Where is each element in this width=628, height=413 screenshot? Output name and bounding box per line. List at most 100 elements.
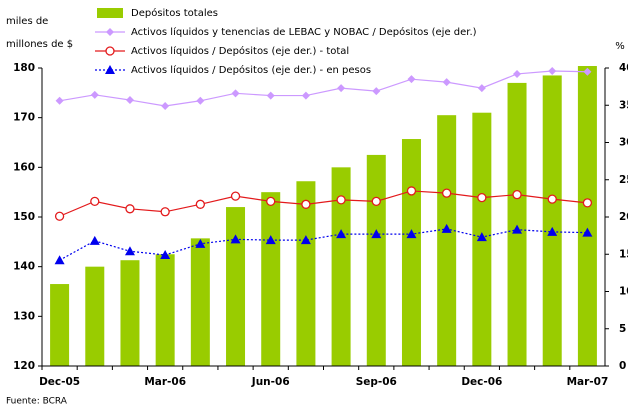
y-tick-label: 150 bbox=[13, 211, 35, 223]
marker bbox=[406, 229, 417, 239]
marker bbox=[547, 226, 558, 236]
marker bbox=[266, 196, 276, 207]
marker bbox=[125, 204, 135, 214]
marker bbox=[336, 195, 346, 205]
bar bbox=[296, 181, 316, 366]
marker bbox=[372, 87, 381, 96]
y2-tick-label: 30 bbox=[619, 137, 628, 149]
legend-marker bbox=[105, 46, 115, 56]
marker bbox=[477, 84, 486, 93]
bar bbox=[331, 167, 351, 366]
marker bbox=[195, 199, 205, 209]
marker bbox=[477, 192, 487, 203]
marker bbox=[54, 211, 65, 221]
marker bbox=[195, 238, 206, 248]
marker bbox=[513, 69, 522, 78]
x-tick-label: Dec-05 bbox=[39, 376, 80, 388]
marker bbox=[337, 84, 346, 93]
marker bbox=[90, 90, 99, 99]
y-tick-label: 180 bbox=[13, 62, 35, 74]
line bbox=[59, 190, 588, 217]
y2-tick-label: 5 bbox=[619, 323, 626, 335]
bar bbox=[85, 266, 105, 366]
marker bbox=[336, 229, 347, 239]
line bbox=[59, 70, 588, 107]
marker bbox=[441, 223, 452, 233]
bar bbox=[401, 139, 421, 366]
x-tick-label: Mar-07 bbox=[567, 376, 609, 388]
bar bbox=[120, 260, 140, 366]
marker bbox=[160, 207, 170, 217]
y-tick-label: 160 bbox=[13, 161, 35, 173]
y2-tick-label: 0 bbox=[619, 360, 626, 372]
marker bbox=[266, 91, 275, 100]
legend-label: Activos líquidos / Depósitos (eje der.) … bbox=[131, 45, 349, 57]
marker bbox=[89, 235, 100, 245]
marker bbox=[512, 189, 522, 200]
marker bbox=[90, 196, 100, 207]
marker bbox=[231, 89, 240, 98]
bar bbox=[50, 284, 70, 366]
marker bbox=[548, 66, 557, 75]
line bbox=[59, 228, 588, 261]
x-tick-label: Mar-06 bbox=[144, 376, 186, 388]
marker bbox=[442, 78, 451, 87]
bar bbox=[226, 207, 246, 366]
marker bbox=[161, 101, 170, 110]
marker bbox=[476, 232, 487, 242]
marker bbox=[407, 75, 416, 84]
y2-tick-label: 15 bbox=[619, 248, 628, 260]
bar bbox=[542, 75, 562, 366]
y-tick-label: 140 bbox=[13, 261, 35, 273]
marker bbox=[442, 188, 452, 198]
y-axis-label: miles de bbox=[6, 16, 48, 27]
legend-marker bbox=[105, 65, 115, 74]
y-tick-label: 170 bbox=[13, 112, 35, 124]
legend-marker bbox=[106, 28, 114, 36]
marker bbox=[512, 224, 523, 234]
marker bbox=[371, 196, 381, 207]
legend-swatch bbox=[97, 8, 123, 18]
y2-tick-label: 25 bbox=[619, 174, 628, 186]
y2-tick-label: 40 bbox=[619, 62, 628, 74]
bar bbox=[366, 154, 386, 366]
marker bbox=[265, 235, 276, 245]
marker bbox=[55, 96, 64, 105]
marker bbox=[301, 199, 311, 209]
marker bbox=[230, 234, 241, 244]
bar bbox=[190, 238, 210, 366]
marker bbox=[582, 198, 593, 208]
marker bbox=[196, 96, 205, 105]
bar bbox=[577, 66, 597, 366]
marker bbox=[582, 227, 593, 237]
x-tick-label: Jun-06 bbox=[251, 376, 290, 388]
marker bbox=[300, 235, 311, 245]
legend-label: Depósitos totales bbox=[131, 7, 218, 19]
legend-label: Activos líquidos y tenencias de LEBAC y … bbox=[131, 26, 477, 38]
y2-tick-label: 35 bbox=[619, 99, 628, 111]
marker bbox=[301, 91, 310, 100]
y-tick-label: 120 bbox=[13, 360, 35, 372]
y-tick-label: 130 bbox=[13, 310, 35, 322]
y2-axis-label: % bbox=[615, 41, 625, 52]
marker bbox=[583, 67, 592, 76]
x-tick-label: Sep-06 bbox=[356, 376, 397, 388]
bar bbox=[261, 192, 281, 366]
marker bbox=[54, 255, 65, 265]
marker bbox=[230, 191, 241, 201]
marker bbox=[406, 186, 417, 196]
y-axis-label: millones de $ bbox=[6, 39, 73, 50]
x-tick-label: Dec-06 bbox=[461, 376, 502, 388]
marker bbox=[125, 96, 134, 105]
bar bbox=[507, 82, 527, 367]
y2-tick-label: 10 bbox=[619, 286, 628, 298]
marker bbox=[547, 194, 557, 204]
bar bbox=[155, 254, 175, 366]
marker bbox=[124, 246, 135, 256]
y2-tick-label: 20 bbox=[619, 211, 628, 223]
marker bbox=[371, 229, 382, 239]
marker bbox=[160, 249, 171, 259]
bar bbox=[437, 115, 457, 366]
source: Fuente: BCRA bbox=[6, 397, 68, 407]
